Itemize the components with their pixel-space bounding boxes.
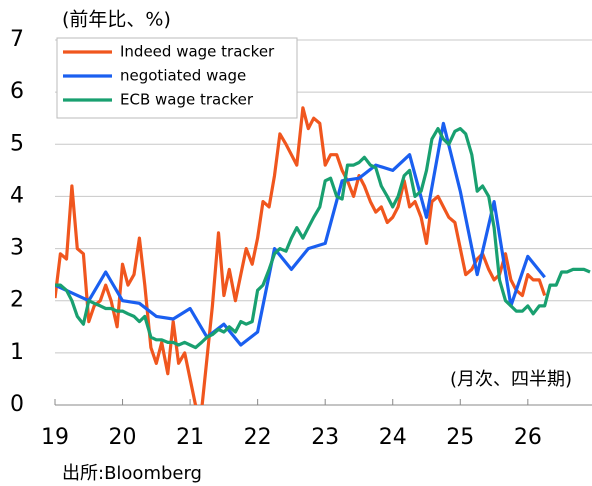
y-tick-label: 2 [10,288,24,313]
y-tick-label: 3 [10,236,24,261]
annotation: (月次、四半期) [450,369,572,390]
x-tick-label: 20 [109,425,137,450]
y-tick-label: 7 [10,27,24,52]
series-line [55,121,546,347]
y-tick-label: 6 [10,79,24,104]
y-axis-label: (前年比、%) [62,9,171,31]
legend-label: Indeed wage tracker [120,43,275,61]
x-tick-label: 22 [244,425,272,450]
series-line [55,106,547,405]
x-tick-label: 24 [379,425,407,450]
y-tick-label: 0 [10,392,24,417]
y-tick-label: 5 [10,131,24,156]
legend-label: negotiated wage [120,67,246,85]
plot-area [55,106,591,405]
y-tick-label: 4 [10,183,24,208]
x-tick-label: 23 [311,425,339,450]
y-tick-label: 1 [10,340,24,365]
legend-label: ECB wage tracker [120,91,254,109]
source: 出所:Bloomberg [62,463,202,484]
x-tick-label: 26 [514,425,542,450]
x-tick-label: 19 [41,425,69,450]
x-tick-label: 25 [446,425,474,450]
series-line [55,127,591,350]
x-tick-label: 21 [176,425,204,450]
